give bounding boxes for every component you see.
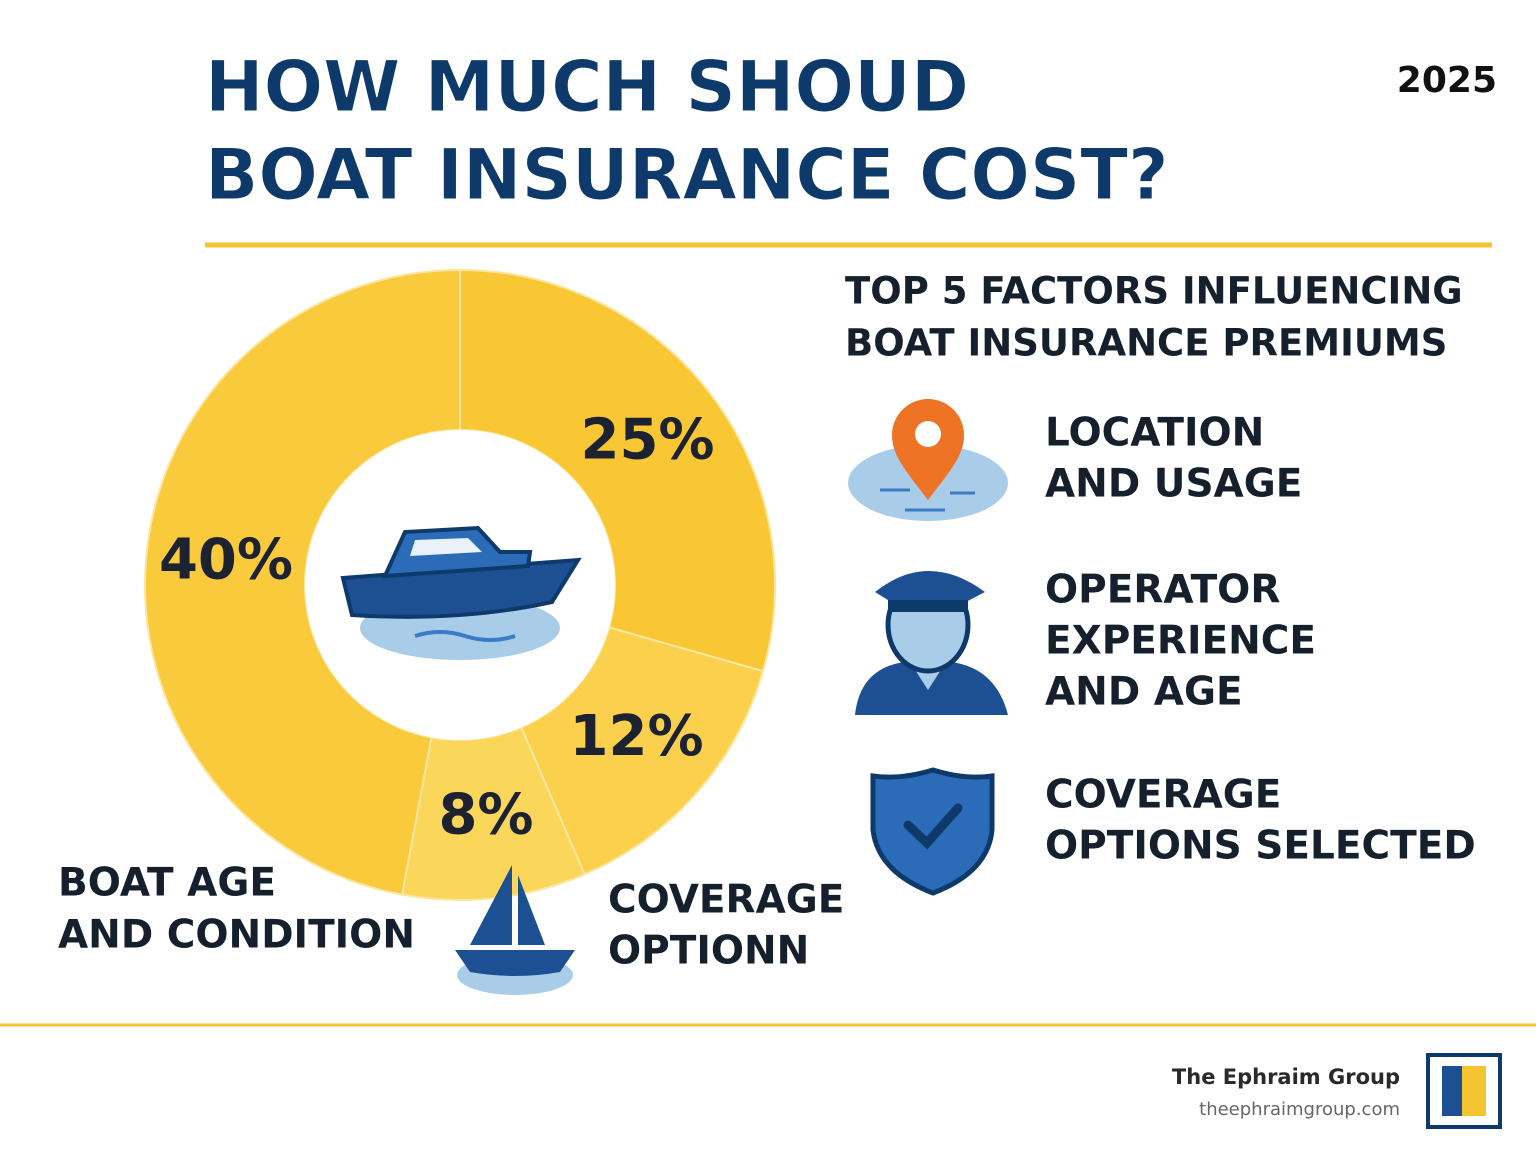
donut: 25% 12% 8% 40% <box>144 268 776 901</box>
annotation: OPTIONN <box>608 929 809 974</box>
annotation: COVERAGE <box>608 878 844 923</box>
donut-segment <box>144 268 461 896</box>
factor-text: EXPERIENCE <box>1045 619 1316 664</box>
factors-title: TOP 5 FACTORS INFLUENCING <box>845 270 1463 313</box>
title-line: BOAT INSURANCE COST? <box>205 134 1169 216</box>
factor-text: OPTIONS SELECTED <box>1045 824 1476 869</box>
factors-title: BOAT INSURANCE PREMIUMS <box>845 322 1447 365</box>
brand: The Ephraim Group <box>1172 1065 1400 1089</box>
year: 2025 <box>1397 60 1497 101</box>
shield-icon <box>870 767 995 896</box>
value-label: 25% <box>581 408 715 473</box>
location-icon <box>848 399 1008 521</box>
factor-text: AND AGE <box>1045 670 1243 715</box>
value-label: 12% <box>570 704 704 769</box>
annotation: BOAT AGE <box>58 861 276 906</box>
officer-icon <box>855 571 1008 715</box>
title-line: HOW MUCH SHOUD <box>205 46 969 128</box>
value-label: 40% <box>159 527 293 592</box>
url: theephraimgroup.com <box>1199 1099 1400 1120</box>
factor-text: AND USAGE <box>1045 462 1302 507</box>
value-label: 8% <box>438 783 533 848</box>
factor-text: OPERATOR <box>1045 568 1280 613</box>
logo <box>1426 1053 1502 1129</box>
sailboat-icon <box>455 865 575 995</box>
boat-icon <box>340 525 582 660</box>
factor-text: COVERAGE <box>1045 773 1281 818</box>
factor-text: LOCATION <box>1045 411 1264 456</box>
annotation: AND CONDITION <box>58 913 415 958</box>
